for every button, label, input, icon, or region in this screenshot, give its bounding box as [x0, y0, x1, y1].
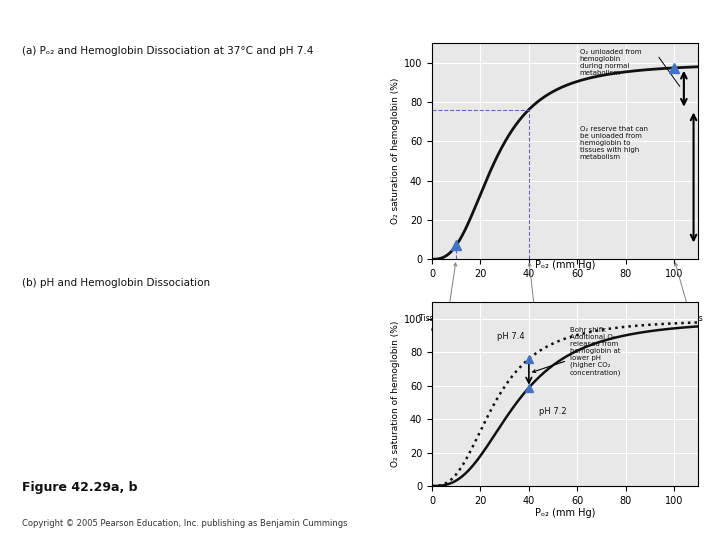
- Y-axis label: O₂ saturation of hemoglobin (%): O₂ saturation of hemoglobin (%): [391, 78, 400, 225]
- Text: Tissues during
exercise: Tissues during exercise: [419, 263, 474, 334]
- Text: (b) pH and Hemoglobin Dissociation: (b) pH and Hemoglobin Dissociation: [22, 278, 210, 288]
- Text: pH 7.4: pH 7.4: [498, 332, 525, 341]
- Text: Bohr shift:
Additional O₂
released from
hemoglobin at
lower pH
(higher CO₂
conce: Bohr shift: Additional O₂ released from …: [533, 327, 621, 376]
- Text: (a) Pₒ₂ and Hemoglobin Dissociation at 37°C and pH 7.4: (a) Pₒ₂ and Hemoglobin Dissociation at 3…: [22, 46, 313, 56]
- Text: Lungs: Lungs: [675, 263, 703, 323]
- Y-axis label: O₂ saturation of hemoglobin (%): O₂ saturation of hemoglobin (%): [391, 321, 400, 468]
- Text: O₂ unloaded from
hemoglobin
during normal
metabolism: O₂ unloaded from hemoglobin during norma…: [580, 49, 642, 76]
- Text: Pₒ₂ (mm Hg): Pₒ₂ (mm Hg): [535, 260, 595, 271]
- Text: Figure 42.29a, b: Figure 42.29a, b: [22, 481, 137, 495]
- Text: Copyright © 2005 Pearson Education, Inc. publishing as Benjamin Cummings: Copyright © 2005 Pearson Education, Inc.…: [22, 519, 347, 528]
- Text: pH 7.2: pH 7.2: [539, 407, 566, 416]
- Text: O₂ reserve that can
be unloaded from
hemoglobin to
tissues with high
metabolism: O₂ reserve that can be unloaded from hem…: [580, 126, 648, 160]
- X-axis label: Pₒ₂ (mm Hg): Pₒ₂ (mm Hg): [535, 509, 595, 518]
- Text: Tissues
at rest: Tissues at rest: [522, 263, 550, 334]
